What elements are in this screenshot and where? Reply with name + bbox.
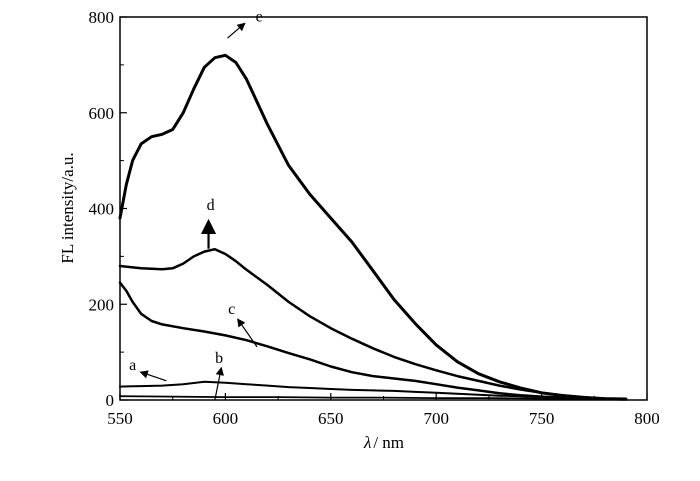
series-line-b — [119, 395, 627, 400]
annotation-label-e: e — [256, 8, 263, 25]
y-tick-label: 0 — [106, 391, 115, 410]
annotation-arrow-e — [227, 22, 246, 39]
x-tick-label: 600 — [213, 409, 239, 428]
y-axis-label: FL intensity/a.u. — [58, 152, 77, 263]
x-axis-label: λ / nm — [363, 433, 404, 452]
x-tick-label: 700 — [423, 409, 449, 428]
annotation-label-d: d — [207, 197, 215, 214]
x-tick-label: 750 — [529, 409, 555, 428]
x-tick-label: 650 — [318, 409, 344, 428]
plot-frame — [119, 16, 648, 401]
x-axis-label-symbol: λ — [363, 433, 371, 452]
annotation-layer: e d c b a — [129, 8, 263, 401]
annotation-arrow-b — [214, 366, 224, 401]
y-axis-ticks: 0 200 400 600 800 — [89, 8, 127, 410]
x-tick-label: 550 — [107, 409, 133, 428]
y-tick-label: 200 — [89, 295, 115, 314]
annotation-label-b: b — [215, 350, 223, 367]
y-tick-label: 400 — [89, 200, 115, 219]
annotation-label-c: c — [228, 301, 235, 318]
x-tick-label: 800 — [634, 409, 660, 428]
y-tick-label: 800 — [89, 8, 115, 27]
annotation-label-a: a — [129, 357, 136, 374]
annotation-arrow-a — [139, 370, 167, 382]
series-layer — [118, 53, 628, 401]
annotation-arrow-c — [237, 318, 258, 348]
y-tick-label: 600 — [89, 104, 115, 123]
x-axis-label-unit: / nm — [373, 433, 404, 452]
series-line-c — [118, 281, 628, 401]
series-line-e — [118, 53, 628, 401]
